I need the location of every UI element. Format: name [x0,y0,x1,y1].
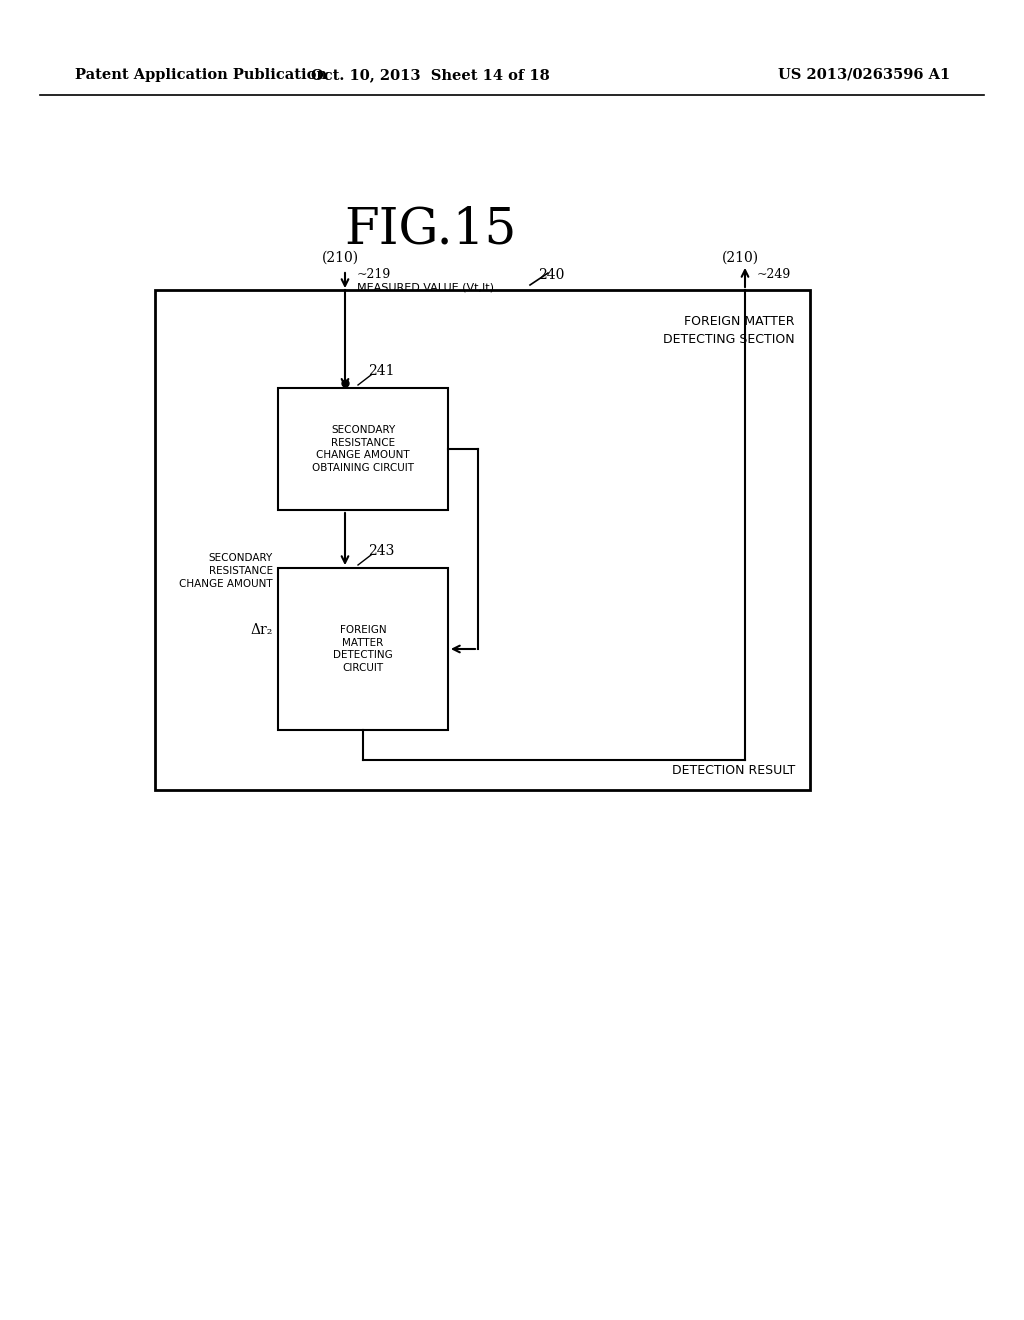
Text: 240: 240 [538,268,564,282]
Text: (210): (210) [322,251,358,265]
Text: Oct. 10, 2013  Sheet 14 of 18: Oct. 10, 2013 Sheet 14 of 18 [310,69,549,82]
Bar [278,388,449,510]
Text: (210): (210) [722,251,759,265]
Bar [155,290,810,789]
Text: ~219: ~219 [357,268,391,281]
Text: SECONDARY
RESISTANCE
CHANGE AMOUNT
OBTAINING CIRCUIT: SECONDARY RESISTANCE CHANGE AMOUNT OBTAI… [312,425,414,473]
Text: FOREIGN MATTER
DETECTING SECTION: FOREIGN MATTER DETECTING SECTION [664,315,795,346]
Text: SECONDARY
RESISTANCE
CHANGE AMOUNT: SECONDARY RESISTANCE CHANGE AMOUNT [179,553,273,589]
Text: DETECTION RESULT: DETECTION RESULT [672,763,795,776]
Text: 241: 241 [368,364,394,378]
Text: ~249: ~249 [757,268,792,281]
Text: Patent Application Publication: Patent Application Publication [75,69,327,82]
Bar [278,568,449,730]
Text: FOREIGN
MATTER
DETECTING
CIRCUIT: FOREIGN MATTER DETECTING CIRCUIT [333,626,393,673]
Text: MEASURED VALUE (Vt,It): MEASURED VALUE (Vt,It) [357,282,494,293]
Text: FIG.15: FIG.15 [344,206,516,255]
Text: 243: 243 [368,544,394,558]
Text: Δr₂: Δr₂ [251,623,273,638]
Text: US 2013/0263596 A1: US 2013/0263596 A1 [778,69,950,82]
